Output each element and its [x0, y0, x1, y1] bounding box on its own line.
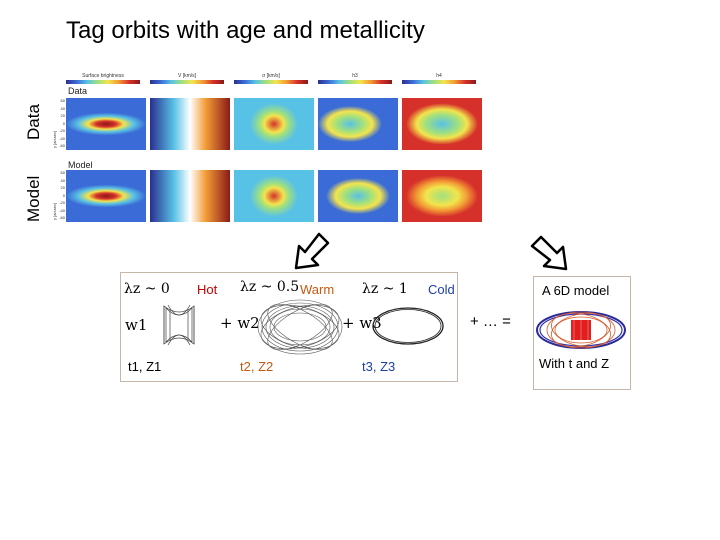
- arrow-down-left-icon: [294, 232, 330, 270]
- tag-2: t2, Z2: [240, 359, 274, 374]
- data-map-h4: [402, 98, 482, 150]
- data-row-label: Data: [68, 86, 88, 96]
- page-title: Tag orbits with age and metallicity: [66, 17, 425, 44]
- colorbar-surface-brightness: Surface brightness: [66, 74, 140, 86]
- data-map-surface-brightness: [66, 98, 146, 150]
- ytick-label: 60: [60, 98, 65, 103]
- colorbar-h4: h4: [402, 74, 476, 86]
- ytick-label: -20: [59, 128, 65, 133]
- result-caption: With t and Z: [539, 356, 610, 371]
- ytick-label: -60: [59, 143, 65, 148]
- weight-w1: w1: [125, 316, 148, 334]
- model-map-h3: [318, 170, 398, 222]
- result-title: A 6D model: [542, 283, 610, 298]
- warm-orbit-icon: [257, 299, 343, 355]
- model-map-h4: [402, 170, 482, 222]
- tag-1: t1, Z1: [128, 359, 162, 374]
- combined-orbit-icon: [536, 311, 626, 349]
- tag-3: t3, Z3: [362, 359, 396, 374]
- ytick-label: 40: [60, 177, 65, 183]
- data-map-velocity: [150, 98, 230, 150]
- model-side-label: Model: [24, 175, 43, 222]
- ytick-label: 0: [62, 120, 65, 126]
- warm-label: Warm: [300, 282, 335, 297]
- data-map-dispersion: [234, 98, 314, 150]
- data-side-label: Data: [24, 104, 43, 140]
- orbit-components-box: [120, 272, 458, 382]
- hot-label: Hot: [197, 282, 218, 297]
- ytick-label: 20: [60, 113, 65, 118]
- weight-more: + … =: [470, 313, 511, 330]
- arrow-down-right-icon: [530, 235, 568, 271]
- lambda-label-0: λz ~ 0: [124, 281, 170, 297]
- ytick-label: -40: [59, 135, 65, 141]
- ytick-label: 0: [62, 192, 65, 198]
- ytick-label: -60: [59, 215, 65, 220]
- model-map-surface-brightness: [66, 170, 146, 222]
- model-yaxis-label: y [arcsec]: [52, 202, 57, 220]
- ytick-label: -40: [59, 207, 65, 213]
- model-row-label: Model: [68, 160, 93, 170]
- ytick-label: 60: [60, 170, 65, 175]
- hot-orbit-icon: [163, 304, 195, 346]
- weight-w2: + w2: [220, 314, 260, 332]
- lambda-label-1: λz ~ 1: [362, 281, 408, 297]
- ytick-label: -20: [59, 200, 65, 205]
- weight-w3: + w3: [342, 314, 382, 332]
- model-map-dispersion: [234, 170, 314, 222]
- colorbar-dispersion: σ [km/s]: [234, 74, 308, 86]
- ytick-label: 40: [60, 105, 65, 111]
- colorbar-velocity: V [km/s]: [150, 74, 224, 86]
- model-map-velocity: [150, 170, 230, 222]
- data-yaxis-label: y [arcsec]: [52, 130, 57, 148]
- ytick-label: 20: [60, 185, 65, 190]
- lambda-label-05: λz ~ 0.5: [240, 279, 300, 295]
- colorbar-h3: h3: [318, 74, 392, 86]
- data-map-h3: [318, 98, 398, 150]
- cold-label: Cold: [428, 282, 455, 297]
- kinematic-maps-panel: Surface brightness V [km/s] σ [km/s] h3 …: [52, 74, 482, 224]
- cold-orbit-icon: [372, 307, 444, 345]
